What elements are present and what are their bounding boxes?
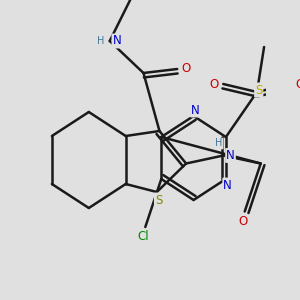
Text: O: O [182,62,191,76]
Text: S: S [255,83,262,97]
Text: N: N [223,178,232,191]
Text: O: O [238,215,248,228]
Text: Cl: Cl [138,230,149,244]
Text: S: S [155,194,162,206]
Text: H: H [215,139,223,148]
Text: H: H [97,36,104,46]
Text: O: O [295,77,300,91]
Text: N: N [112,34,121,47]
Text: N: N [226,149,235,162]
Text: O: O [210,77,219,91]
Text: N: N [191,103,200,116]
